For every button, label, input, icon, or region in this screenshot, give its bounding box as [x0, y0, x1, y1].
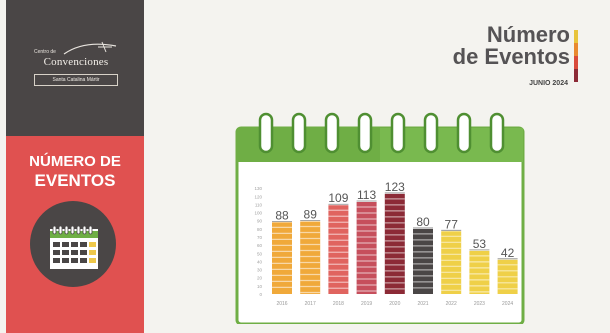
accent-bar — [574, 30, 578, 82]
calendar-ring — [489, 112, 505, 154]
y-tick-label: 60 — [257, 243, 263, 248]
y-tick-label: 70 — [257, 235, 263, 240]
y-tick-label: 50 — [257, 251, 263, 256]
accent-segment — [574, 56, 578, 69]
bar — [413, 228, 433, 294]
x-tick-label: 2023 — [474, 301, 485, 307]
y-axis: 0 10 20 30 40 50 60 70 80 90 100 110 120 130 — [254, 186, 262, 297]
bar — [328, 205, 349, 294]
y-tick-label: 80 — [257, 227, 263, 232]
y-tick-label: 90 — [257, 219, 263, 224]
x-tick-label: 2018 — [333, 301, 344, 307]
calendar-badge — [30, 201, 116, 287]
page-title-line2: de Eventos — [452, 44, 570, 69]
bar — [272, 222, 292, 294]
x-tick-label: 2016 — [276, 301, 287, 307]
accent-segment — [574, 69, 578, 82]
data-label: 89 — [304, 208, 318, 222]
venue-logo: Centro de Convenciones Santa Catalina Má… — [24, 40, 126, 98]
y-tick-label: 0 — [259, 292, 262, 297]
sidebar-title-line1: NÚMERO DE — [29, 153, 121, 170]
sidebar-panel: Centro de Convenciones Santa Catalina Má… — [6, 0, 144, 333]
logo-sub-text: Santa Catalina Mártir — [34, 74, 118, 86]
x-tick-label: 2024 — [502, 301, 513, 307]
data-label: 80 — [416, 215, 430, 229]
y-tick-label: 130 — [254, 186, 262, 191]
data-label: 88 — [275, 208, 289, 222]
calendar-bar-chart: 0 10 20 30 40 50 60 70 80 90 100 110 120 130 88 2016 89… — [235, 112, 525, 324]
y-tick-label: 40 — [257, 259, 263, 264]
bar — [300, 221, 321, 294]
calendar-ring — [291, 112, 307, 154]
bar — [469, 250, 490, 294]
x-tick-label: 2017 — [305, 301, 316, 307]
calendar-rings — [258, 112, 505, 154]
sidebar-title: NÚMERO DE EVENTOS — [6, 152, 144, 190]
data-label: 113 — [357, 188, 376, 202]
calendar-ring — [357, 112, 373, 154]
y-tick-label: 30 — [257, 268, 263, 273]
x-tick-label: 2020 — [389, 301, 400, 307]
calendar-ring — [324, 112, 340, 154]
accent-segment — [574, 30, 578, 43]
bar — [384, 193, 405, 294]
y-tick-label: 20 — [257, 276, 263, 281]
page-title-line1: Número — [486, 22, 570, 47]
data-label: 123 — [385, 180, 405, 194]
bars: 88 2016 89 2017 109 2018 113 2019 123 2020 80 2021 7… — [272, 180, 518, 307]
x-tick-label: 2019 — [361, 301, 372, 307]
y-tick-label: 120 — [254, 194, 262, 199]
x-tick-label: 2021 — [417, 301, 428, 307]
x-tick-label: 2022 — [446, 301, 457, 307]
page-subtitle: JUNIO 2024 — [529, 80, 568, 87]
data-label: 109 — [328, 191, 348, 205]
data-label: 42 — [501, 246, 515, 260]
sidebar-title-line2: EVENTOS — [34, 171, 116, 190]
calendar-ring — [423, 112, 439, 154]
logo-swoosh — [63, 41, 117, 55]
data-label: 77 — [445, 217, 459, 231]
calendar-ring — [390, 112, 406, 154]
calendar-ring — [258, 112, 274, 154]
y-tick-label: 110 — [255, 202, 263, 207]
calendar-ring — [456, 112, 472, 154]
page-title: Número de Eventos — [453, 24, 570, 68]
logo-main-text: Convenciones — [43, 56, 109, 68]
y-tick-label: 100 — [254, 211, 262, 216]
accent-segment — [574, 43, 578, 56]
data-label: 53 — [473, 237, 487, 251]
bar — [356, 201, 377, 294]
calendar-icon — [50, 225, 98, 269]
logo-small-text: Centro de — [34, 49, 56, 55]
y-tick-label: 10 — [257, 284, 263, 289]
